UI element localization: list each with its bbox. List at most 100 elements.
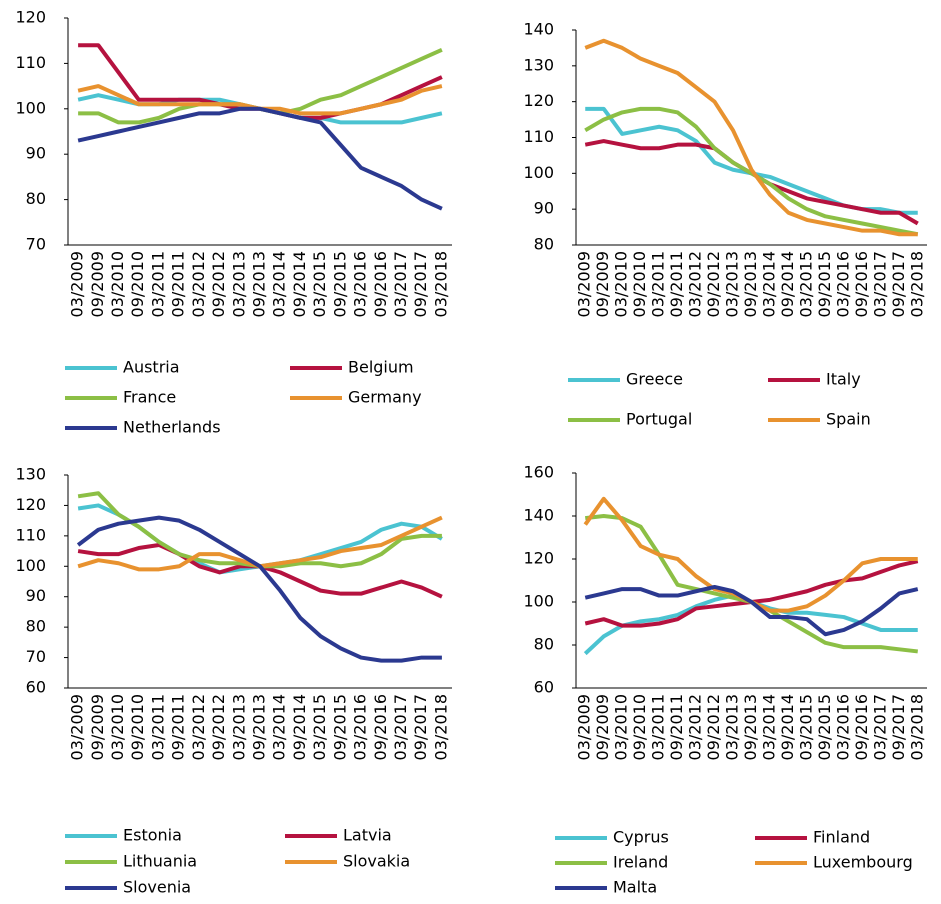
y-tick-label: 140 — [523, 506, 554, 525]
y-tick-label: 80 — [26, 189, 46, 208]
x-tick-label: 09/2009 — [593, 251, 612, 317]
y-tick-label: 100 — [523, 163, 554, 182]
x-tick-label: 09/2016 — [371, 694, 390, 760]
x-tick-label: 03/2016 — [351, 251, 370, 317]
x-tick-label: 09/2013 — [250, 251, 269, 317]
y-tick-label: 100 — [15, 98, 46, 117]
legend-label: Cyprus — [613, 828, 669, 847]
x-tick-label: 09/2015 — [330, 694, 349, 760]
series-line — [77, 542, 443, 599]
x-tick-label: 03/2011 — [148, 694, 167, 760]
x-tick-label: 09/2012 — [704, 251, 723, 317]
y-tick-label: 70 — [26, 647, 46, 666]
legend-label: Lithuania — [123, 852, 197, 871]
series-line — [585, 106, 918, 215]
x-tick-label: 03/2012 — [189, 694, 208, 760]
y-tick-label: 70 — [26, 235, 46, 254]
y-tick-label: 130 — [523, 55, 554, 74]
y-tick-label: 140 — [523, 20, 554, 39]
y-tick-label: 100 — [523, 592, 554, 611]
x-tick-label: 03/2012 — [686, 694, 705, 760]
x-tick-label: 09/2017 — [411, 694, 430, 760]
y-tick-label: 90 — [534, 199, 554, 218]
x-tick-label: 03/2016 — [833, 694, 852, 760]
y-tick-label: 160 — [523, 463, 554, 482]
y-tick-label: 90 — [26, 144, 46, 163]
x-tick-label: 03/2013 — [723, 694, 742, 760]
x-tick-label: 09/2013 — [741, 251, 760, 317]
y-tick-label: 90 — [26, 586, 46, 605]
legend-label: Malta — [613, 878, 657, 897]
x-tick-label: 03/2015 — [796, 694, 815, 760]
legend-label: Estonia — [123, 826, 182, 845]
legend-label: Greece — [626, 370, 683, 389]
legend-label: Italy — [826, 370, 861, 389]
x-tick-label: 09/2016 — [852, 251, 871, 317]
x-tick-label: 09/2010 — [128, 694, 147, 760]
legend-label: Latvia — [343, 826, 392, 845]
x-tick-label: 09/2014 — [290, 694, 309, 760]
x-tick-label: 09/2011 — [169, 694, 188, 760]
y-tick-label: 110 — [523, 127, 554, 146]
x-tick-label: 03/2009 — [68, 251, 87, 317]
x-tick-label: 03/2011 — [649, 694, 668, 760]
x-tick-label: 09/2009 — [593, 694, 612, 760]
series-line — [78, 47, 443, 125]
x-tick-label: 09/2014 — [778, 251, 797, 317]
series-line — [76, 515, 442, 663]
x-tick-label: 09/2017 — [889, 251, 908, 317]
x-tick-label: 03/2013 — [229, 251, 248, 317]
x-tick-label: 09/2016 — [371, 251, 390, 317]
legend-label: Luxembourg — [813, 853, 913, 872]
x-tick-label: 09/2014 — [290, 251, 309, 317]
y-tick-label: 130 — [15, 465, 46, 484]
y-tick-label: 110 — [15, 53, 46, 72]
x-tick-label: 03/2018 — [431, 251, 450, 317]
x-tick-label: 09/2010 — [630, 694, 649, 760]
x-tick-label: 03/2018 — [907, 251, 926, 317]
series-line — [584, 584, 919, 637]
x-tick-label: 09/2015 — [815, 694, 834, 760]
x-tick-label: 03/2015 — [796, 251, 815, 317]
x-tick-label: 03/2013 — [229, 694, 248, 760]
x-tick-label: 09/2010 — [630, 251, 649, 317]
x-tick-label: 03/2010 — [612, 251, 631, 317]
x-tick-label: 03/2016 — [833, 251, 852, 317]
x-tick-label: 09/2014 — [778, 694, 797, 760]
x-tick-label: 09/2013 — [741, 694, 760, 760]
x-tick-label: 09/2017 — [411, 251, 430, 317]
x-tick-label: 09/2015 — [815, 251, 834, 317]
x-tick-label: 03/2017 — [870, 251, 889, 317]
x-tick-label: 09/2016 — [852, 694, 871, 760]
legend-label: Portugal — [626, 410, 692, 429]
x-tick-label: 03/2011 — [649, 251, 668, 317]
x-tick-label: 03/2018 — [431, 694, 450, 760]
x-tick-label: 03/2017 — [391, 251, 410, 317]
y-tick-label: 120 — [15, 8, 46, 27]
legend-label: Slovenia — [123, 878, 191, 897]
x-tick-label: 03/2012 — [189, 251, 208, 317]
series-line — [77, 106, 443, 211]
x-tick-label: 03/2010 — [108, 251, 127, 317]
legend-label: Finland — [813, 828, 870, 847]
x-tick-label: 03/2013 — [723, 251, 742, 317]
x-tick-label: 03/2014 — [759, 694, 778, 760]
y-tick-label: 60 — [26, 678, 46, 697]
legend-label: Austria — [123, 358, 180, 377]
x-tick-label: 09/2010 — [128, 251, 147, 317]
legend-label: Netherlands — [123, 418, 221, 437]
x-tick-label: 03/2017 — [391, 694, 410, 760]
x-tick-label: 03/2010 — [612, 694, 631, 760]
x-tick-label: 03/2009 — [575, 251, 594, 317]
x-tick-label: 09/2012 — [209, 694, 228, 760]
legend-label: France — [123, 388, 176, 407]
x-tick-label: 03/2014 — [759, 251, 778, 317]
x-tick-label: 09/2009 — [88, 251, 107, 317]
x-tick-label: 03/2014 — [270, 251, 289, 317]
x-tick-label: 09/2012 — [704, 694, 723, 760]
y-tick-label: 120 — [523, 549, 554, 568]
x-tick-label: 09/2013 — [250, 694, 269, 760]
y-tick-label: 80 — [534, 635, 554, 654]
x-tick-label: 03/2016 — [351, 694, 370, 760]
x-tick-label: 09/2009 — [88, 694, 107, 760]
